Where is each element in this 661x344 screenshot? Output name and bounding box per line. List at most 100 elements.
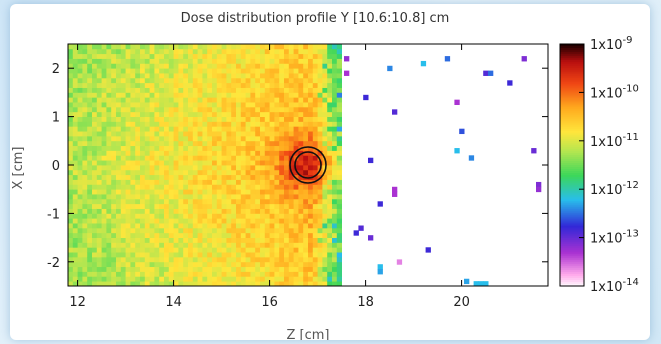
colorbar-segment [560,136,584,140]
sparse-point [377,201,383,207]
y-tick-label: 1 [52,111,60,126]
heatmap-cells [68,44,342,287]
colorbar-segment [560,60,584,63]
colorbar-segment [560,152,584,156]
y-tick-label: 0 [52,159,60,174]
colorbar-segment [560,189,584,192]
x-tick-label: 20 [453,295,470,310]
colorbar-segment [560,140,584,144]
dose-heatmap-chart: Dose distribution profile Y [10.6:10.8] … [11,11,639,340]
sparse-point [387,65,393,72]
x-tick-label: 12 [69,295,86,310]
sparse-point [464,278,470,285]
sparse-point [377,264,383,270]
colorbar-segment [560,187,584,190]
colorbar-segment [560,193,584,196]
sparse-point [392,191,398,197]
colorbar-segment [560,183,584,186]
colorbar-segment [560,132,584,136]
colorbar-segment [560,231,584,235]
colorbar-segment [560,165,584,168]
colorbar-segment [560,70,584,73]
colorbar-segment [560,179,584,182]
colorbar-segment [560,134,584,138]
sparse-point [536,181,542,188]
sparse-point [536,186,542,193]
hotspot-inner-circle [294,151,322,179]
colorbar-segment [560,213,584,217]
sparse-point [353,230,359,236]
colorbar-segment [560,138,584,142]
colorbar-segment [560,64,584,67]
sparse-point [392,109,398,115]
colorbar-segment [560,120,584,124]
colorbar-segment [560,207,584,210]
colorbar-segment [560,56,584,59]
colorbar-segment [560,171,584,174]
sparse-point [363,94,369,101]
sparse-point [344,70,350,76]
colorbar-segment [560,217,584,221]
colorbar-tick-label: 1x10-13 [590,229,639,247]
colorbar-tick-label: 1x10-11 [590,132,639,150]
colorbar-segment [560,247,584,251]
sparse-point [420,60,427,67]
colorbar-segment [560,249,584,253]
colorbar-segment [560,126,584,130]
colorbar-segment [560,90,584,93]
sparse-point [454,148,460,154]
colorbar-segment [560,241,584,245]
colorbar-segment [560,265,584,269]
colorbar-segment [560,124,584,128]
colorbar-segment [560,281,584,285]
colorbar-segment [560,96,584,100]
sparse-point [468,155,475,161]
colorbar-segment [560,50,584,53]
colorbar-segment [560,102,584,106]
colorbar-segment [560,68,584,71]
colorbar-segment [560,191,584,194]
colorbar-segment [560,169,584,172]
colorbar-segment [560,110,584,114]
x-tick-label: 16 [261,295,278,310]
colorbar-tick-label: 1x10-12 [590,180,639,198]
x-axis-label: Z [cm] [287,328,330,340]
colorbar-segment [560,74,584,77]
colorbar-segment [560,150,584,154]
sparse-point [483,70,489,76]
colorbar-segment [560,181,584,184]
colorbar-tick-label: 1x10-10 [590,83,639,101]
colorbar-border [559,43,585,287]
y-tick-label: 2 [52,62,60,77]
colorbar-segment [560,227,584,231]
sparse-point [425,247,431,253]
colorbar-segment [560,229,584,233]
colorbar-segment [560,267,584,271]
colorbar-segment [560,245,584,249]
colorbar-tick-label: 1x10-14 [590,277,639,295]
colorbar-segment [560,122,584,126]
colorbar-segment [560,279,584,283]
sparse-point [392,186,398,193]
colorbar-segment [560,128,584,132]
colorbar-segment [560,215,584,219]
sparse-point [521,56,527,62]
colorbar-segment [560,112,584,116]
colorbar-segment [560,118,584,122]
sparse-point [473,281,479,287]
sparse-point [368,157,374,164]
colorbar-segment [560,160,584,164]
colorbar-segment [560,219,584,223]
colorbar-segment [560,221,584,225]
sparse-point [396,259,403,265]
colorbar-segment [560,233,584,237]
colorbar-segment [560,148,584,152]
colorbar-segment [560,203,584,206]
colorbar-segment [560,269,584,273]
colorbar-segment [560,225,584,229]
x-tick-label: 14 [165,295,182,310]
sparse-point [459,128,465,135]
colorbar-segment [560,144,584,148]
colorbar-segment [560,86,584,89]
y-tick-label: -2 [47,256,60,271]
